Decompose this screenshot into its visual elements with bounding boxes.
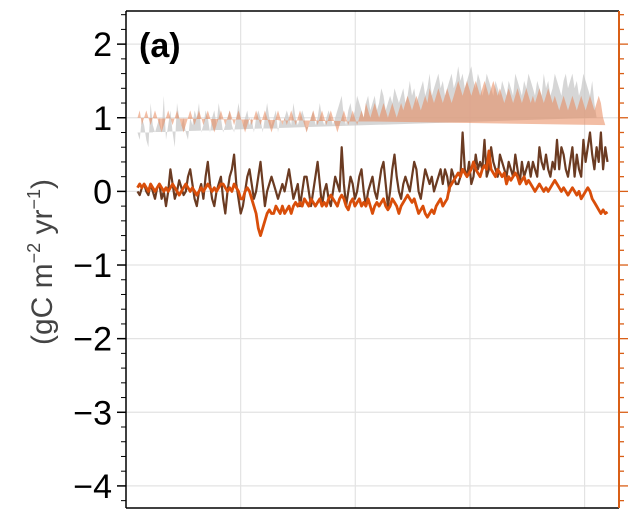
band-dark bbox=[137, 66, 597, 148]
y-tick-label: −1 bbox=[73, 247, 112, 285]
y-axis-label: (gC m−2 yr−1) bbox=[24, 179, 59, 345]
uncertainty-bands bbox=[137, 66, 606, 148]
y-axis-label-post: ) bbox=[26, 179, 59, 189]
y-tick-label: 0 bbox=[93, 173, 112, 211]
series-line-orange bbox=[136, 149, 609, 237]
y-tick-label: −3 bbox=[73, 394, 112, 432]
y-axis-label-sup1: −2 bbox=[24, 243, 44, 264]
y-tick-label: 1 bbox=[93, 100, 112, 138]
y-axis-label-pre: (gC m bbox=[26, 263, 59, 345]
panel-label: (a) bbox=[139, 27, 181, 65]
series-line-dark bbox=[136, 131, 609, 215]
band-orange bbox=[137, 80, 606, 133]
y-axis-label-sup2: −1 bbox=[24, 189, 44, 210]
y-axis-label-mid: yr bbox=[26, 209, 59, 242]
axes: 2 1 0 −1 −2 −3 −4 bbox=[73, 10, 628, 509]
y-tick-label: −4 bbox=[73, 468, 112, 506]
y-tick-label: −2 bbox=[73, 321, 112, 359]
y-tick-label: 2 bbox=[93, 26, 112, 64]
series-lines bbox=[136, 131, 609, 237]
